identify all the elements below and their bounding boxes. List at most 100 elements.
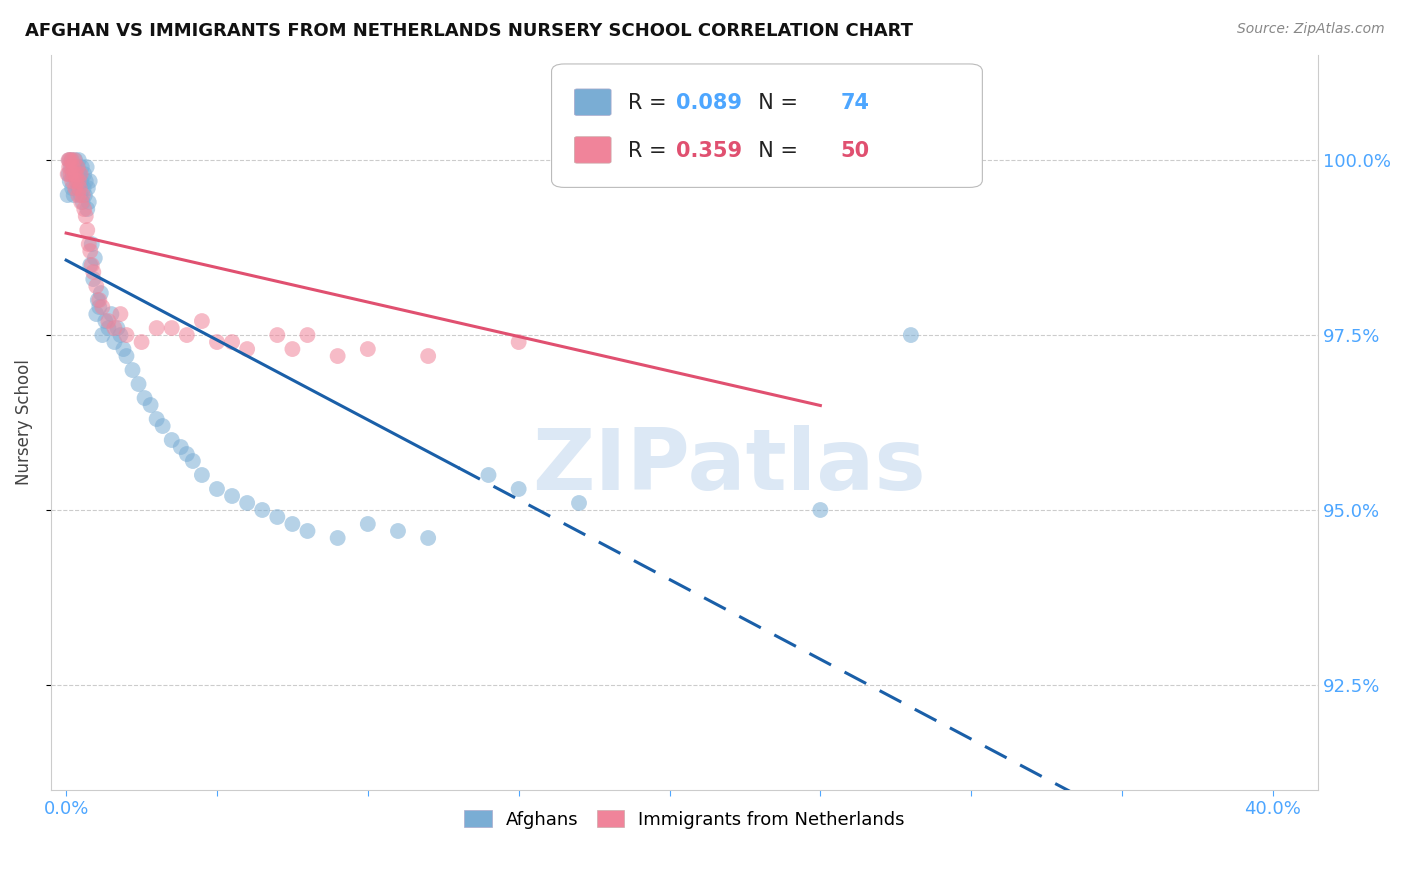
Point (176, 447, 198, 461)
Point (59, 167, 82, 181)
Point (145, 321, 167, 335)
Point (80, 258, 103, 272)
Point (73, 188, 96, 202)
Point (60, 153, 83, 167)
Point (59, 174, 82, 188)
Point (281, 516, 304, 531)
Point (58, 167, 80, 181)
Point (103, 321, 125, 335)
Point (60, 153, 83, 167)
Point (297, 328, 319, 343)
Point (65, 167, 87, 181)
Point (91, 300, 114, 314)
Point (128, 377, 150, 392)
Point (87, 293, 110, 307)
Point (89, 300, 111, 314)
Point (145, 412, 167, 426)
Point (69, 181, 91, 195)
Point (160, 321, 183, 335)
Point (72, 181, 94, 195)
Point (779, 153, 801, 167)
Point (221, 334, 243, 349)
Point (170, 440, 193, 454)
Text: N =: N = (745, 93, 806, 113)
Point (76, 202, 98, 216)
Text: AFGHAN VS IMMIGRANTS FROM NETHERLANDS NURSERY SCHOOL CORRELATION CHART: AFGHAN VS IMMIGRANTS FROM NETHERLANDS NU… (25, 22, 914, 40)
Point (266, 328, 288, 343)
Point (66, 160, 89, 174)
Point (508, 334, 530, 349)
Point (70, 174, 93, 188)
Point (73, 202, 96, 216)
Point (82, 272, 104, 286)
Text: N =: N = (745, 141, 806, 161)
Point (91, 328, 114, 343)
Point (60, 181, 83, 195)
Point (72, 188, 94, 202)
Point (79, 174, 101, 188)
Point (69, 167, 91, 181)
Point (75, 174, 97, 188)
Point (110, 328, 132, 343)
Point (56, 188, 79, 202)
Y-axis label: Nursery School: Nursery School (15, 359, 32, 485)
Point (58, 153, 80, 167)
Point (115, 349, 138, 363)
Point (67, 153, 90, 167)
Point (191, 314, 214, 328)
Text: ZIPatlas: ZIPatlas (531, 425, 925, 508)
Point (160, 433, 183, 447)
Point (808, 503, 831, 517)
Point (236, 496, 259, 510)
Point (76, 181, 98, 195)
Text: 0.089: 0.089 (676, 93, 742, 113)
Point (236, 342, 259, 356)
Point (62, 160, 84, 174)
Point (60, 174, 83, 188)
Text: 74: 74 (841, 93, 869, 113)
Text: R =: R = (627, 93, 673, 113)
Point (84, 279, 107, 293)
Point (477, 468, 499, 483)
Point (508, 482, 530, 496)
Point (900, 328, 922, 343)
Point (152, 419, 174, 434)
Point (191, 468, 214, 483)
Point (281, 342, 304, 356)
Point (115, 328, 138, 343)
Point (110, 307, 132, 321)
Point (181, 454, 204, 468)
Point (252, 503, 274, 517)
Point (326, 531, 349, 545)
Point (73, 167, 96, 181)
Point (418, 349, 440, 363)
Point (66, 174, 89, 188)
Point (65, 167, 87, 181)
Text: 50: 50 (841, 141, 869, 161)
Point (107, 321, 129, 335)
Point (76, 223, 98, 237)
Point (297, 524, 319, 538)
FancyBboxPatch shape (551, 64, 983, 187)
Point (80, 237, 103, 252)
Legend: Afghans, Immigrants from Netherlands: Afghans, Immigrants from Netherlands (457, 803, 912, 836)
Point (56, 167, 79, 181)
Point (176, 328, 198, 343)
Point (112, 342, 135, 356)
Point (89, 293, 111, 307)
Point (266, 510, 288, 524)
Point (67, 174, 90, 188)
Point (59, 160, 82, 174)
Point (205, 334, 228, 349)
Point (59, 153, 82, 167)
Point (103, 334, 125, 349)
Point (139, 398, 162, 412)
Point (67, 188, 90, 202)
Point (62, 167, 84, 181)
Point (94, 314, 117, 328)
Point (326, 349, 349, 363)
Point (131, 334, 153, 349)
Point (69, 188, 91, 202)
Point (67, 181, 90, 195)
Point (84, 307, 107, 321)
